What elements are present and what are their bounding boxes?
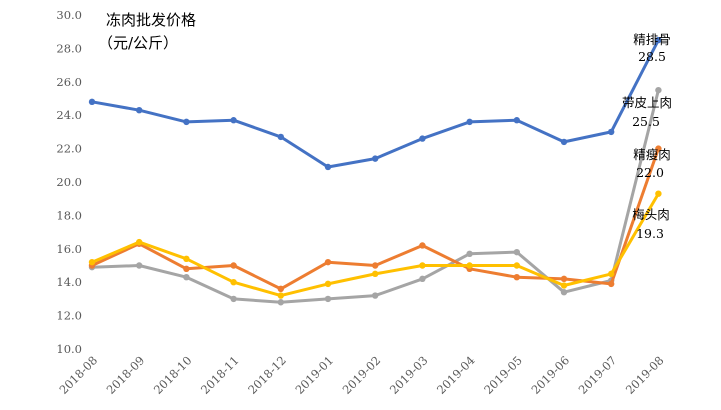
x-tick-label: 2018-08 xyxy=(56,353,100,397)
data-point xyxy=(608,270,615,278)
data-point xyxy=(655,36,662,44)
x-tick-label: 2018-10 xyxy=(151,353,195,397)
y-tick-label: 18.0 xyxy=(56,208,82,222)
data-point xyxy=(324,280,332,288)
series-value-label: 28.5 xyxy=(638,49,666,64)
series-end-labels: 精排骨 28.5 精瘦肉 22.0 带皮上肉 25.5 梅头肉 19.3 xyxy=(622,32,672,241)
x-tick-label: 2019-02 xyxy=(340,353,384,397)
y-tick-label: 30.0 xyxy=(56,8,82,22)
data-point xyxy=(136,262,143,269)
y-tick-label: 14.0 xyxy=(56,275,82,289)
data-point xyxy=(608,128,615,136)
y-tick-label: 26.0 xyxy=(56,75,82,89)
data-point xyxy=(466,118,473,126)
chart-title: 冻肉批发价格 xyxy=(106,11,196,29)
data-point xyxy=(277,133,284,141)
x-tick-label: 2018-09 xyxy=(104,353,148,397)
data-point xyxy=(324,258,332,266)
data-point xyxy=(372,155,379,162)
data-point xyxy=(655,145,662,152)
data-point xyxy=(324,295,332,303)
y-tick-label: 22.0 xyxy=(56,142,82,156)
data-point xyxy=(513,273,520,281)
series-name-label: 梅头肉 xyxy=(632,207,670,222)
x-tick-label: 2019-05 xyxy=(481,353,525,397)
data-point xyxy=(277,299,284,306)
data-point xyxy=(419,135,426,142)
data-point xyxy=(560,289,568,296)
data-point xyxy=(372,270,379,278)
x-tick-label: 2019-01 xyxy=(292,353,336,397)
data-point xyxy=(655,86,662,94)
data-point xyxy=(324,163,332,171)
data-point xyxy=(277,292,284,299)
y-tick-label: 20.0 xyxy=(56,175,82,189)
data-point xyxy=(608,280,615,288)
data-point xyxy=(560,275,568,283)
series-name-label: 精瘦肉 xyxy=(633,147,671,162)
data-point xyxy=(88,98,96,106)
data-point xyxy=(230,295,237,303)
series-name-label: 精排骨 xyxy=(633,32,671,47)
data-point xyxy=(230,279,237,286)
data-point xyxy=(560,138,568,146)
x-tick-label: 2019-04 xyxy=(434,353,478,397)
data-point xyxy=(183,255,190,263)
series-line xyxy=(90,88,660,304)
data-point xyxy=(136,106,143,114)
data-point xyxy=(513,117,520,124)
data-point xyxy=(419,275,426,283)
data-point xyxy=(466,262,473,269)
data-point xyxy=(88,258,96,266)
series-value-label: 25.5 xyxy=(632,114,660,129)
series-value-label: 22.0 xyxy=(636,165,664,180)
data-point xyxy=(419,242,426,249)
x-tick-label: 2019-08 xyxy=(623,353,667,397)
data-point xyxy=(372,262,379,269)
data-point xyxy=(277,285,284,293)
x-axis-ticks: 2018-08 2018-09 2018-10 2018-11 2018-12 2019-… xyxy=(56,353,666,397)
y-tick-label: 28.0 xyxy=(56,41,82,55)
data-point xyxy=(230,262,237,269)
x-tick-label: 2018-11 xyxy=(198,353,242,397)
y-axis-ticks: 10.0 12.0 14.0 16.0 18.0 20.0 22.0 24.0 26.0 28.0… xyxy=(56,8,82,356)
y-tick-label: 16.0 xyxy=(56,242,82,256)
series-name-label: 带皮上肉 xyxy=(622,95,672,110)
data-point xyxy=(183,273,190,281)
series-lines xyxy=(88,36,662,306)
y-tick-label: 12.0 xyxy=(56,309,82,323)
data-point xyxy=(513,262,520,269)
x-tick-label: 2018-12 xyxy=(245,353,289,397)
data-point xyxy=(183,265,190,273)
y-tick-label: 10.0 xyxy=(56,342,82,356)
unit-label: （元/公斤） xyxy=(98,34,178,52)
data-point xyxy=(513,248,520,256)
y-tick-label: 24.0 xyxy=(56,108,82,122)
data-point xyxy=(655,190,662,197)
x-tick-label: 2019-06 xyxy=(528,353,572,397)
series-value-label: 19.3 xyxy=(636,226,664,241)
data-point xyxy=(419,262,426,269)
data-point xyxy=(183,118,190,126)
data-point xyxy=(136,238,143,246)
data-point xyxy=(560,282,568,289)
x-tick-label: 2019-07 xyxy=(576,353,620,397)
data-point xyxy=(466,250,473,258)
series-line xyxy=(90,38,660,169)
data-point xyxy=(372,292,379,299)
x-tick-label: 2019-03 xyxy=(387,353,431,397)
data-point xyxy=(230,117,237,124)
